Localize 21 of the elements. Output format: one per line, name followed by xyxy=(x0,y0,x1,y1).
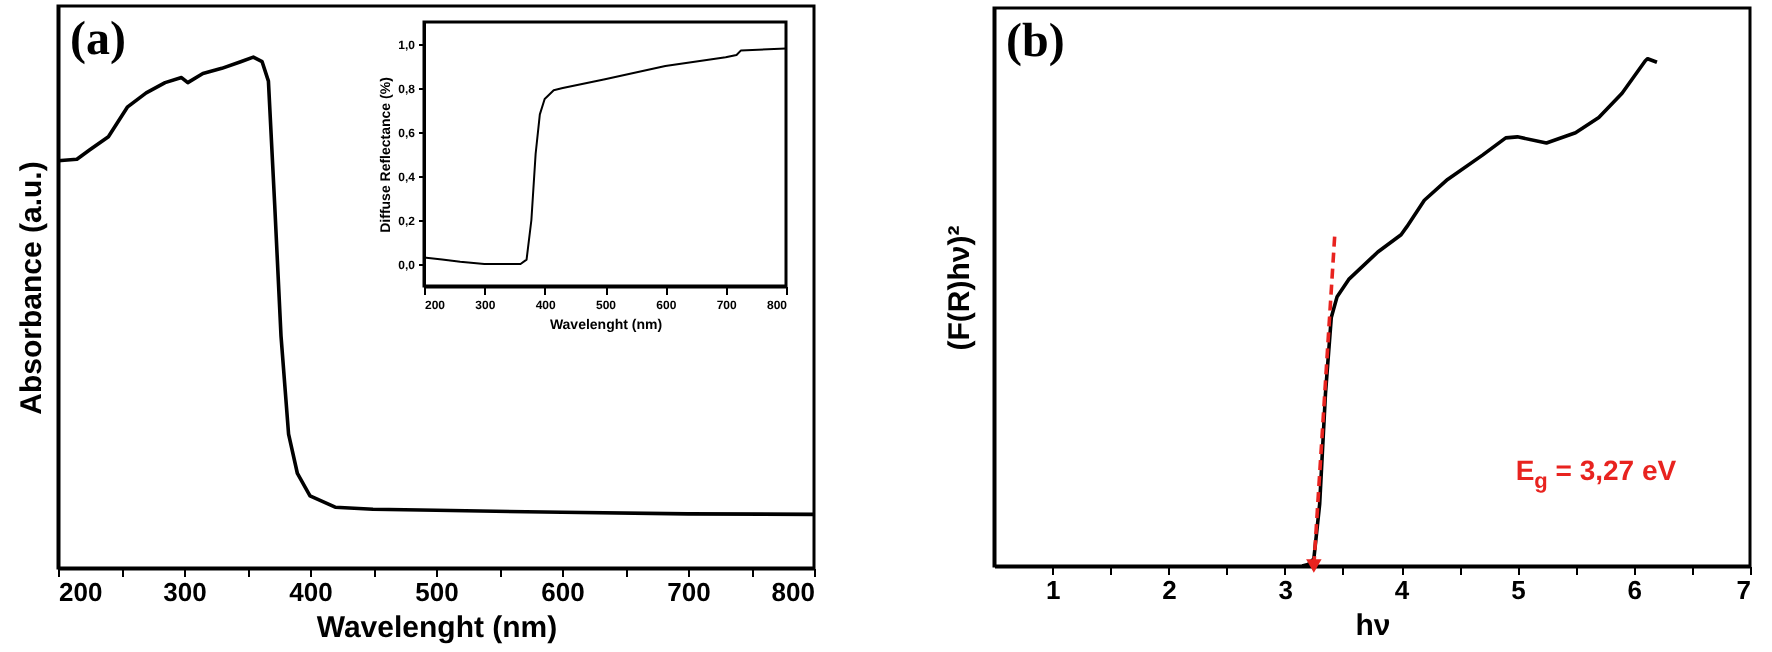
x-tick-label: 4 xyxy=(1394,575,1411,605)
x-axis-title: Wavelenght (nm) xyxy=(316,611,558,645)
x-tick-label: 800 xyxy=(771,577,815,607)
x-tick-label: 700 xyxy=(667,577,711,607)
chart-title: (b) xyxy=(1006,16,1065,70)
x-tick-label: 600 xyxy=(541,577,585,607)
chart-title: (a) xyxy=(70,14,126,68)
x-tick-label: 3 xyxy=(1278,575,1293,605)
x-tick-label: 1 xyxy=(1045,575,1061,605)
x-tick-label: 6 xyxy=(1627,575,1642,605)
x-tick-label: 400 xyxy=(289,577,333,607)
y-axis-title: (F(R)hν)² xyxy=(943,225,977,351)
y-axis-title: Absorbance (a.u.) xyxy=(15,161,49,415)
x-tick-label: 500 xyxy=(415,577,459,607)
annotation: E$_{g}$ = 3,27 eV xyxy=(1515,454,1677,494)
x-tick-label: 7 xyxy=(1736,575,1751,605)
x-tick-label: 300 xyxy=(163,577,207,607)
x-axis-title: hν xyxy=(1355,609,1391,643)
x-tick-label: 2 xyxy=(1162,575,1177,605)
x-tick-label: 200 xyxy=(59,577,103,607)
x-tick-label: 5 xyxy=(1511,575,1526,605)
